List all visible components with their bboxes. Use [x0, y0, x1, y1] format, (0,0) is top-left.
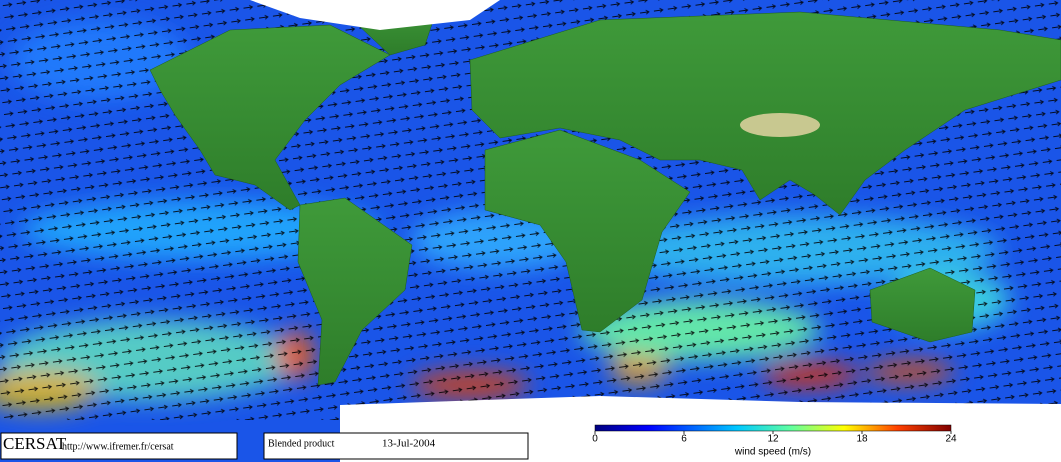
date: 13-Jul-2004 — [382, 438, 436, 450]
logo: CERSAT — [3, 434, 67, 453]
south-america — [297, 197, 413, 386]
colorbar: wind speed (m/s) 0 6 12 18 24 — [592, 424, 957, 458]
arctic-ice — [250, 0, 500, 30]
colorbar-tick-label: 18 — [856, 434, 868, 445]
tibet — [740, 113, 820, 137]
colorbar-tick-label: 6 — [681, 434, 687, 445]
colorbar-tick-label: 24 — [945, 434, 957, 445]
colorbar-tick-label: 12 — [767, 434, 779, 445]
eurasia — [469, 11, 1061, 216]
africa — [484, 129, 691, 333]
credits: CERSAT http://www.ifremer.fr/cersat Blen… — [0, 432, 529, 460]
australia — [869, 267, 976, 343]
url: http://www.ifremer.fr/cersat — [62, 441, 174, 452]
colorbar-tick-label: 0 — [592, 434, 598, 445]
colorbar-label: wind speed (m/s) — [734, 447, 811, 458]
product-box — [263, 432, 529, 460]
product: Blended product — [268, 438, 335, 449]
credit-box — [0, 432, 238, 460]
colorbar-gradient — [594, 424, 952, 432]
